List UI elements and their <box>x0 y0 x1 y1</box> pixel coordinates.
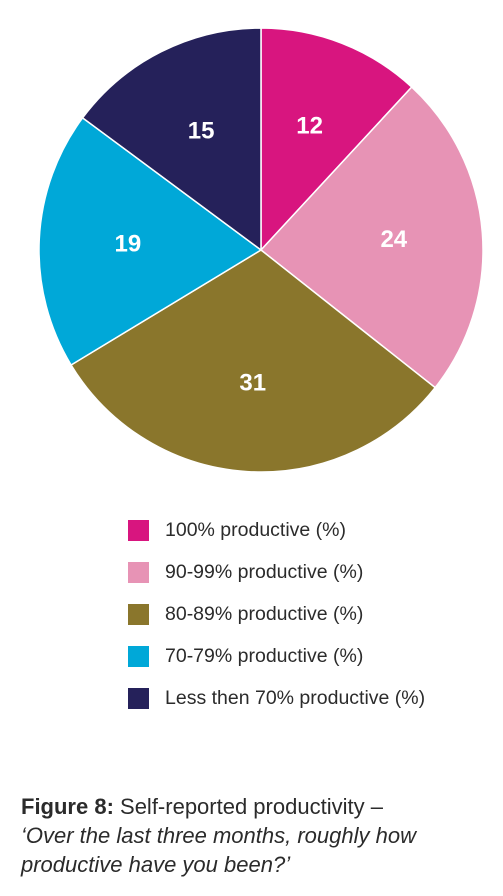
pie-slice-label-1: 12 <box>296 113 323 140</box>
legend-label: Less then 70% productive (%) <box>165 686 426 709</box>
chart-legend: 100% productive (%) 90-99% productive (%)… <box>128 509 425 719</box>
legend-swatch <box>128 561 149 583</box>
legend-item-3: 80-89% productive (%) <box>128 593 425 635</box>
legend-item-1: 100% productive (%) <box>128 509 425 551</box>
pie-slice-2 <box>259 85 484 389</box>
legend-swatch <box>128 645 149 667</box>
pie-slice-label-5: 15 <box>188 118 215 145</box>
pie-slice-4 <box>38 116 263 366</box>
pie-slice-label-2: 24 <box>380 226 407 253</box>
legend-item-5: Less then 70% productive (%) <box>128 677 425 719</box>
figure-title: Self-reported productivity – <box>113 794 383 819</box>
legend-label: 100% productive (%) <box>165 518 347 541</box>
figure-question: ‘Over the last three months, roughly how… <box>21 823 416 877</box>
legend-swatch <box>128 603 149 625</box>
pie-slice-label-4: 19 <box>115 230 142 257</box>
legend-swatch <box>128 687 149 709</box>
pie-slice-label-3: 31 <box>239 369 266 396</box>
legend-label: 70-79% productive (%) <box>165 644 364 667</box>
figure-number: Figure 8: <box>21 794 114 819</box>
pie-slice-1 <box>260 27 413 252</box>
legend-label: 90-99% productive (%) <box>165 560 364 583</box>
pie-slices <box>38 27 484 473</box>
legend-label: 80-89% productive (%) <box>165 602 364 625</box>
legend-item-2: 90-99% productive (%) <box>128 551 425 593</box>
pie-chart: 12 24 31 19 15 <box>38 27 484 473</box>
figure-caption: Figure 8: Self-reported productivity – ‘… <box>21 792 491 879</box>
legend-swatch <box>128 519 149 541</box>
pie-slice-labels: 12 24 31 19 15 <box>115 113 408 397</box>
pie-slice-5 <box>81 27 262 252</box>
pie-slice-3 <box>70 249 437 473</box>
legend-item-4: 70-79% productive (%) <box>128 635 425 677</box>
